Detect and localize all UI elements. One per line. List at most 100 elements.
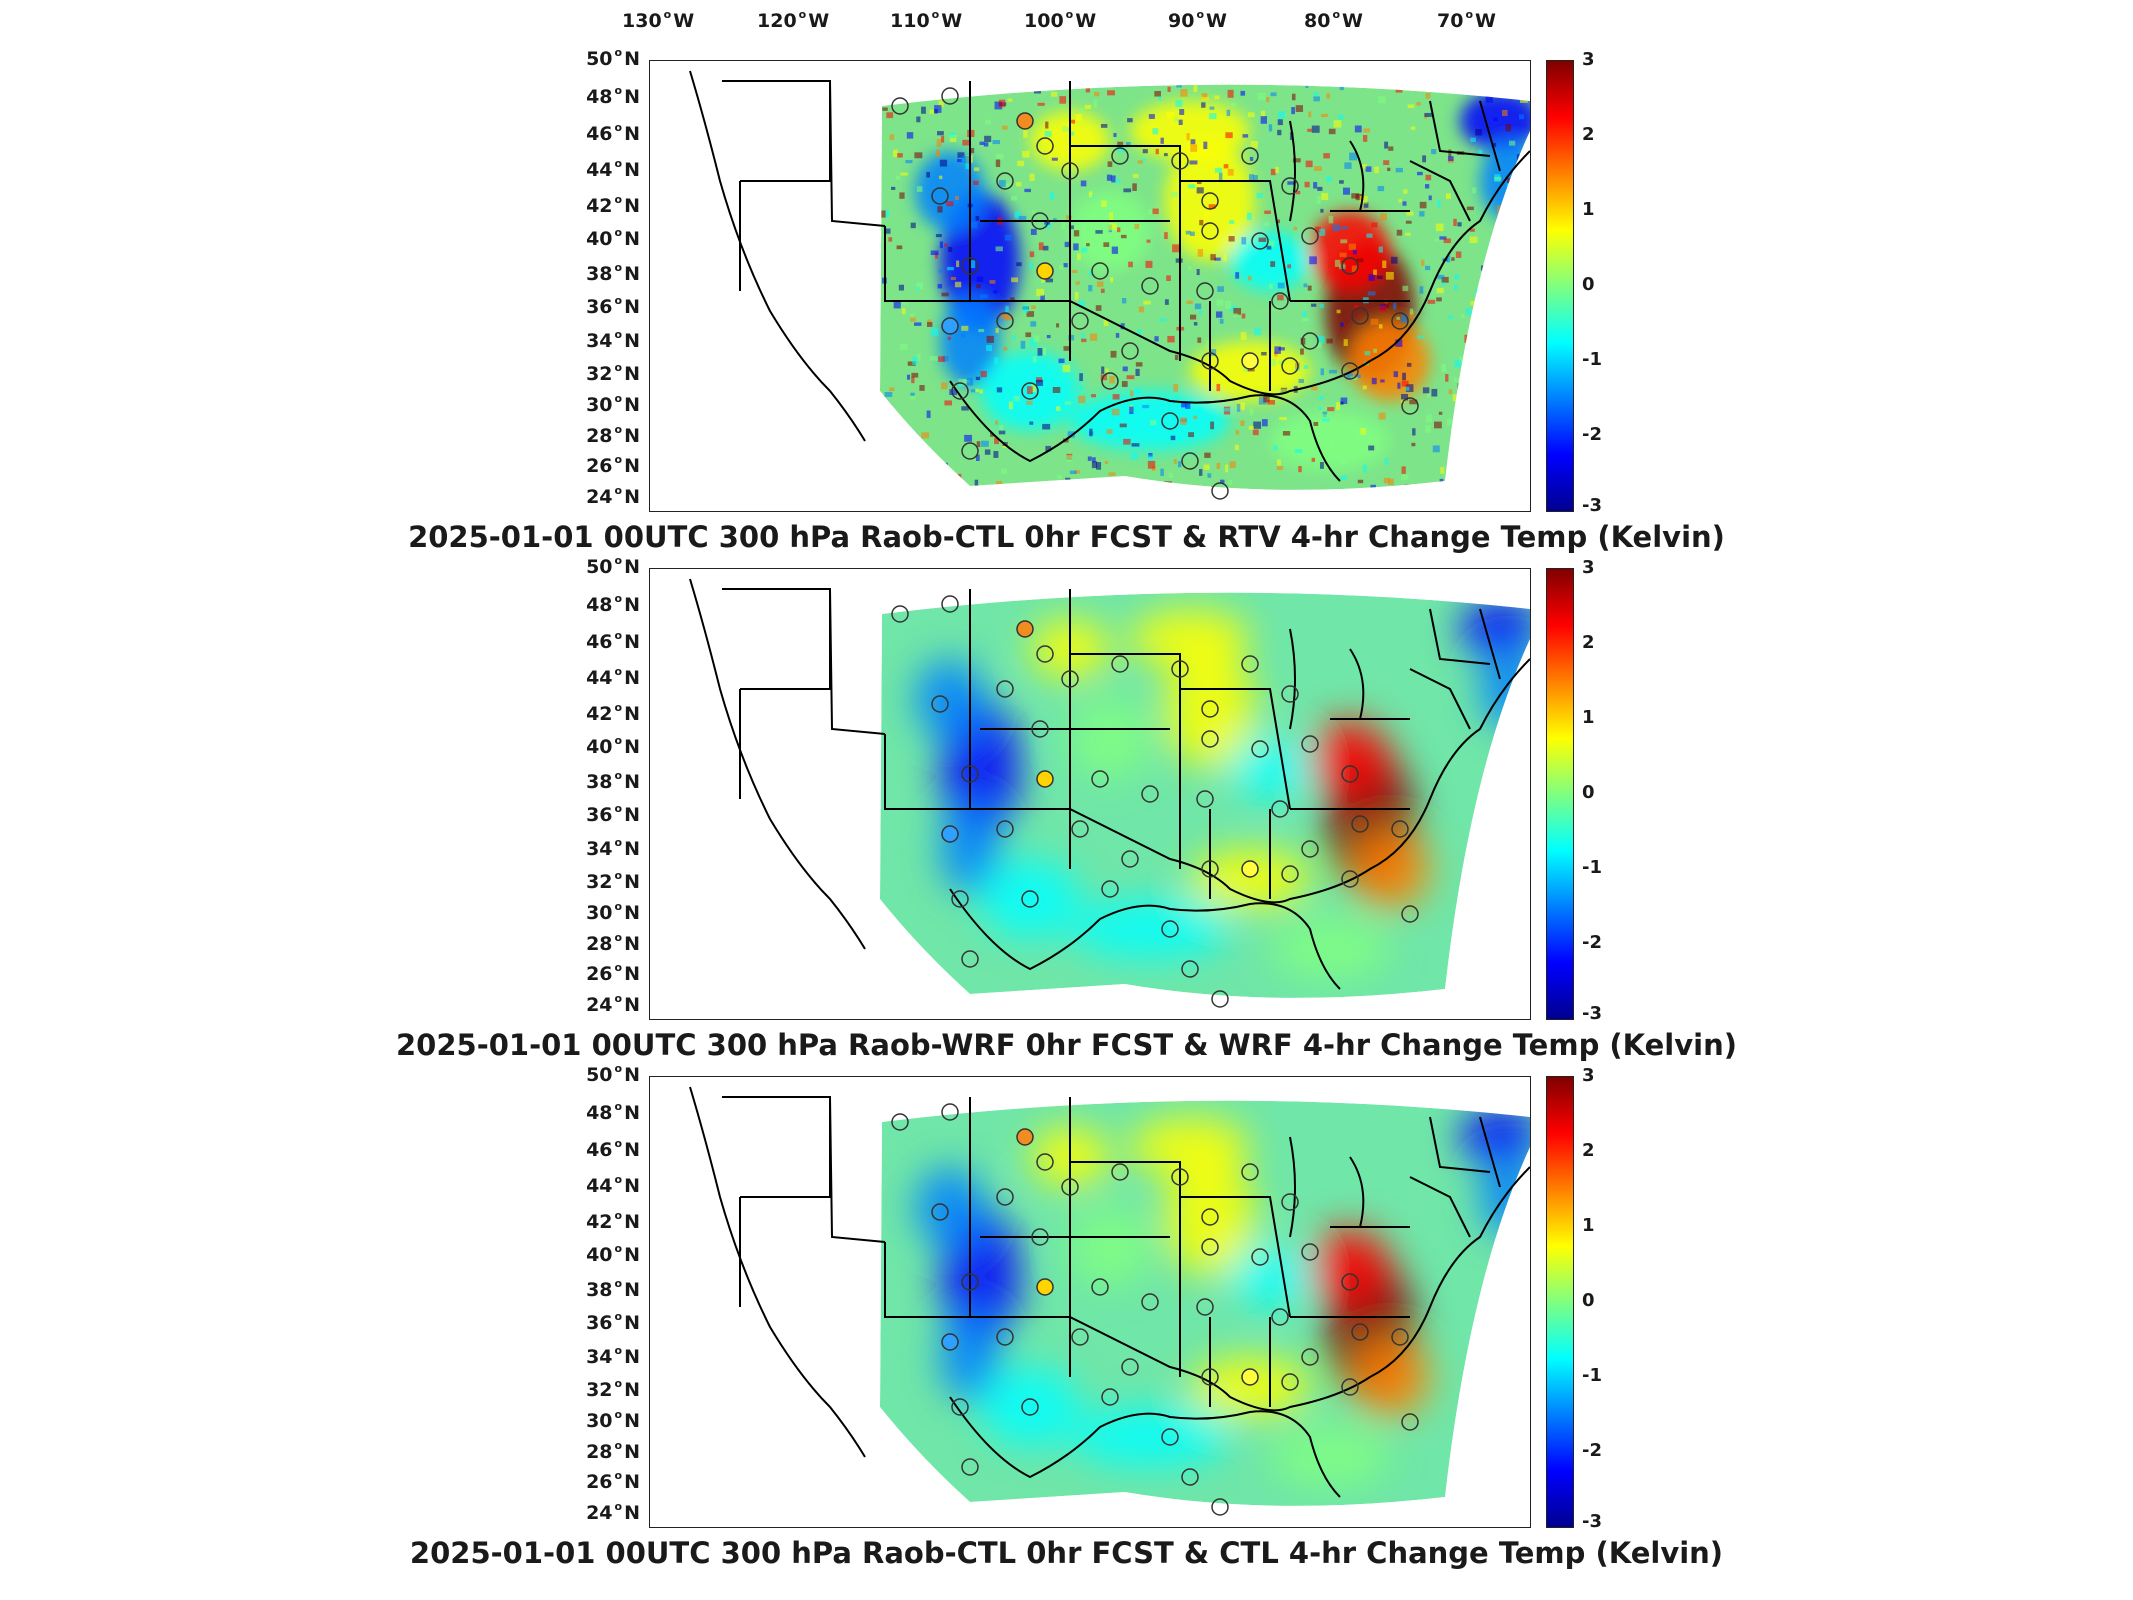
lat-label: 34 o N: [586, 836, 640, 860]
map-panel-2: 50 o N 48 o N 46 o N 44 o N 42 o N 40 o N 38 o N 36 o N 34 o N 32 o N…: [0, 554, 2133, 1088]
raob-station-marker: [941, 595, 959, 613]
lat-label: 30 o N: [586, 1408, 640, 1432]
temperature-anomaly-patch: [1070, 1207, 1150, 1287]
state-border: [949, 888, 1341, 990]
raob-station-marker: [1351, 1323, 1369, 1341]
colorbar-tick-label: 1: [1582, 1215, 1595, 1236]
raob-station-marker: [1341, 1273, 1359, 1291]
raob-station-marker: [1016, 112, 1034, 130]
raob-station-marker: [1021, 890, 1039, 908]
colorbar-tick-label: 0: [1582, 782, 1595, 803]
lat-label: 44 o N: [586, 1173, 640, 1197]
state-border: [1069, 150, 1530, 396]
state-border: [722, 80, 831, 182]
raob-station-marker: [1201, 1208, 1219, 1226]
raob-station-marker: [1071, 820, 1089, 838]
raob-station-marker: [1121, 1358, 1139, 1376]
state-border: [722, 1096, 831, 1198]
state-border: [1429, 100, 1491, 157]
raob-station-marker: [1211, 482, 1229, 500]
temperature-anomaly-patch: [915, 1167, 985, 1247]
raob-station-marker: [1271, 800, 1289, 818]
raob-station-marker: [951, 1398, 969, 1416]
raob-station-marker: [1101, 372, 1119, 390]
raob-station-marker: [891, 1113, 909, 1131]
state-border: [689, 578, 866, 950]
lat-label: 26 o N: [586, 961, 640, 985]
raob-station-marker: [1201, 192, 1219, 210]
raob-station-marker: [1111, 655, 1129, 673]
raob-station-marker: [1121, 850, 1139, 868]
raob-station-marker: [951, 890, 969, 908]
state-border: [884, 1242, 1071, 1377]
state-border: [1479, 100, 1501, 172]
temperature-anomaly-patch: [1310, 719, 1390, 799]
lat-label: 28 o N: [586, 931, 640, 955]
raob-station-marker: [1251, 232, 1269, 250]
lat-label: 42 o N: [586, 193, 640, 217]
lat-label: 26 o N: [586, 1469, 640, 1493]
lat-label: 50 o N: [586, 1062, 640, 1086]
temperature-anomaly-patch: [980, 859, 1080, 939]
temperature-anomaly-patch: [1460, 599, 1530, 659]
raob-station-marker: [1121, 342, 1139, 360]
lat-label: 32 o N: [586, 1377, 640, 1401]
raob-station-marker: [1161, 412, 1179, 430]
raob-station-marker: [961, 1273, 979, 1291]
raob-station-marker: [1101, 1388, 1119, 1406]
map-panel-1: 50 o N 48 o N 46 o N 44 o N 42 o N 40 o N 38 o N 36 o N 34 o N 32 o N…: [0, 46, 2133, 580]
colorbar-tick-label: 2: [1582, 632, 1595, 653]
raob-station-marker: [1196, 790, 1214, 808]
raob-station-marker: [1391, 1328, 1409, 1346]
raob-station-marker: [1271, 292, 1289, 310]
raob-station-marker: [1341, 1378, 1359, 1396]
raob-station-marker: [1401, 1413, 1419, 1431]
colorbar-tick-label: -2: [1582, 424, 1602, 445]
lat-label: 30 o N: [586, 392, 640, 416]
temperature-anomaly-patch: [1350, 829, 1430, 909]
raob-station-marker: [1111, 147, 1129, 165]
state-border: [1349, 648, 1365, 720]
state-border: [1180, 688, 1291, 810]
raob-station-marker: [1201, 730, 1219, 748]
raob-station-marker: [941, 87, 959, 105]
raob-station-marker: [1201, 222, 1219, 240]
temperature-map: [649, 1076, 1531, 1528]
raob-station-marker: [1301, 332, 1319, 350]
raob-station-marker: [1281, 1193, 1299, 1211]
lat-label: 46 o N: [586, 1137, 640, 1161]
temperature-map: [649, 60, 1531, 512]
colorbar: [1546, 568, 1574, 1020]
raob-station-marker: [1171, 152, 1189, 170]
colorbar-tick-label: -3: [1582, 495, 1602, 516]
raob-station-marker: [1036, 645, 1054, 663]
lat-label: 44 o N: [586, 157, 640, 181]
raob-station-marker: [1141, 1293, 1159, 1311]
raob-station-marker: [1061, 162, 1079, 180]
raob-station-marker: [1341, 362, 1359, 380]
state-border: [1069, 1166, 1530, 1412]
temperature-anomaly-patch: [1270, 1427, 1390, 1487]
raob-station-marker: [996, 1188, 1014, 1206]
lat-label: 38 o N: [586, 769, 640, 793]
raob-station-marker: [1251, 1248, 1269, 1266]
colorbar: [1546, 1076, 1574, 1528]
temperature-anomaly-patch: [1130, 1117, 1250, 1177]
raob-station-marker: [931, 695, 949, 713]
raob-station-marker: [1036, 137, 1054, 155]
raob-station-marker: [1141, 277, 1159, 295]
temperature-anomaly-patch: [1270, 919, 1390, 979]
state-border: [689, 1086, 866, 1458]
lat-label: 32 o N: [586, 361, 640, 385]
state-border: [884, 226, 1071, 361]
colorbar-tick-label: -2: [1582, 932, 1602, 953]
lat-label: 46 o N: [586, 121, 640, 145]
raob-station-marker: [1091, 262, 1109, 280]
lat-label: 48 o N: [586, 592, 640, 616]
temperature-anomaly-patch: [915, 659, 985, 739]
temperature-anomaly-patch: [1070, 699, 1150, 779]
lat-label: 48 o N: [586, 84, 640, 108]
temperature-anomaly-patch: [915, 151, 985, 231]
temperature-map: [649, 568, 1531, 1020]
raob-station-marker: [931, 1203, 949, 1221]
